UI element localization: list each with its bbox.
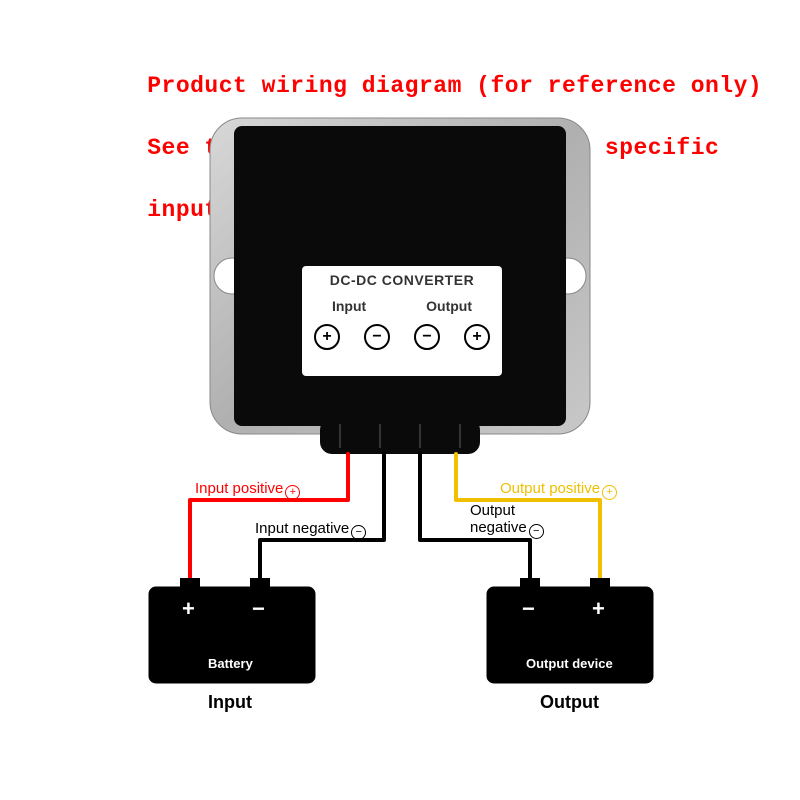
polarity-symbol: + [464, 324, 490, 350]
converter-input-label: Input [332, 298, 366, 314]
converter-symbol-row: +−−+ [302, 324, 502, 350]
converter-label-panel: DC-DC CONVERTER Input Output +−−+ [302, 266, 502, 376]
label-output-positive: Output positive+ [500, 480, 617, 500]
diagram-stage: Product wiring diagram (for reference on… [0, 0, 800, 800]
converter-io-row: Input Output [302, 298, 502, 314]
output-device-label: Output device [526, 656, 613, 671]
label-input-negative: Input negative− [255, 520, 366, 540]
label-output-negative: Outputnegative− [470, 503, 544, 539]
polarity-symbol: + [314, 324, 340, 350]
output-plus: + [592, 596, 605, 622]
battery-plus: + [182, 596, 195, 622]
polarity-symbol: − [364, 324, 390, 350]
output-minus: − [522, 596, 535, 622]
svg-layer [0, 0, 800, 800]
label-input-positive: Input positive+ [195, 480, 300, 500]
converter-title: DC-DC CONVERTER [302, 272, 502, 288]
battery-sublabel: Input [208, 692, 252, 713]
polarity-symbol: − [414, 324, 440, 350]
output-device-sublabel: Output [540, 692, 599, 713]
battery-label: Battery [208, 656, 253, 671]
converter-output-label: Output [426, 298, 472, 314]
battery-minus: − [252, 596, 265, 622]
